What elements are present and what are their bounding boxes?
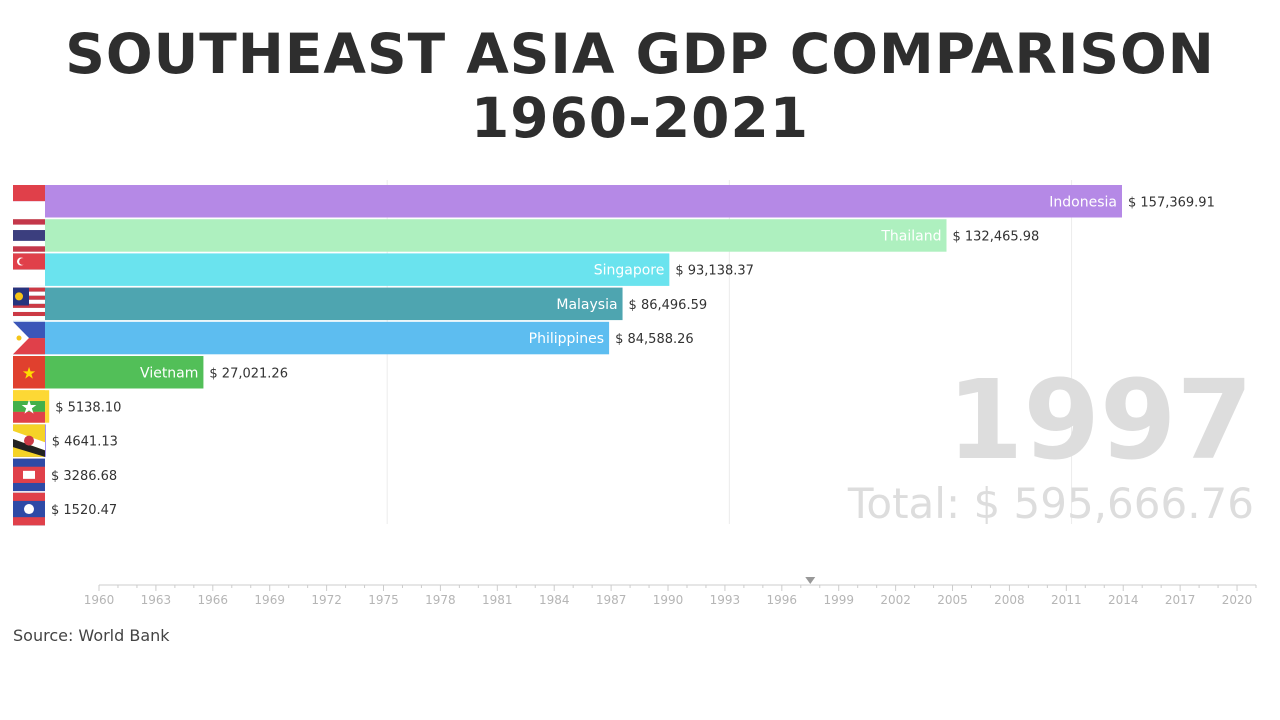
bar-value-label: $ 84,588.26 xyxy=(615,332,694,347)
bar-value-label: $ 5138.10 xyxy=(55,400,121,415)
bar-row: Malaysia $ 86,496.59 xyxy=(13,287,708,321)
singapore-flag-icon xyxy=(13,253,45,286)
malaysia-flag-icon xyxy=(13,287,45,321)
timeline-tick-label: 2020 xyxy=(1222,593,1253,607)
bar-value-label: $ 86,496.59 xyxy=(629,298,708,313)
timeline-tick-label: 1993 xyxy=(710,593,741,607)
bar-row: Thailand $ 132,465.98 xyxy=(13,219,1039,252)
bar-value-label: $ 4641.13 xyxy=(52,435,118,450)
bar-value-label: $ 3286.68 xyxy=(51,469,117,484)
timeline-tick-label: 2008 xyxy=(994,593,1025,607)
bar-country-label: Thailand xyxy=(880,228,941,244)
timeline-handle[interactable] xyxy=(805,577,816,584)
laos-flag-icon xyxy=(13,492,45,526)
bar-row: s$ 1520.47 xyxy=(13,492,117,526)
svg-text:★: ★ xyxy=(20,396,37,418)
bar-row: Vietnam ★ $ 27,021.26 xyxy=(13,356,288,389)
timeline-tick-label: 1975 xyxy=(368,593,399,607)
bar-row: lam$ 4641.13 xyxy=(13,424,118,457)
page-title: SOUTHEAST ASIA GDP COMPARISON 1960-2021 xyxy=(65,22,1215,150)
philippines-flag-icon xyxy=(13,321,45,355)
timeline-tick-label: 1981 xyxy=(482,593,513,607)
vietnam-flag-icon: ★ xyxy=(13,356,45,389)
bar-value-label: $ 1520.47 xyxy=(51,503,117,518)
brunei-flag-icon xyxy=(13,424,45,457)
total-gdp: Total: $ 595,666.76 xyxy=(847,479,1254,528)
bar-row: amar★$ 5138.10 xyxy=(8,390,121,423)
thailand-flag-icon xyxy=(13,219,45,252)
timeline-tick-label: 1969 xyxy=(254,593,285,607)
bar-value-label: $ 93,138.37 xyxy=(675,264,754,279)
bar-country-label: Malaysia xyxy=(556,297,617,313)
bar-value-label: $ 27,021.26 xyxy=(209,366,288,381)
bar-value-label: $ 132,465.98 xyxy=(952,229,1039,244)
timeline-tick-label: 1996 xyxy=(767,593,798,607)
timeline-tick-label: 1978 xyxy=(425,593,456,607)
timeline-tick-label: 1963 xyxy=(141,593,172,607)
bar-row: dia$ 3286.68 xyxy=(13,458,117,492)
bar xyxy=(13,253,670,286)
timeline-tick-label: 1990 xyxy=(653,593,684,607)
bar xyxy=(13,287,623,321)
indonesia-flag-icon xyxy=(13,185,45,218)
timeline-tick-label: 2005 xyxy=(937,593,968,607)
timeline-tick-label: 1999 xyxy=(823,593,854,607)
bar xyxy=(13,321,610,355)
timeline-tick-label: 1987 xyxy=(596,593,627,607)
timeline-tick-label: 2002 xyxy=(880,593,911,607)
timeline-tick-label: 2011 xyxy=(1051,593,1082,607)
bars-group: Indonesia $ 157,369.91 Thailand $ 132,465.9… xyxy=(8,185,1215,526)
current-year: 1997 xyxy=(947,356,1253,484)
bar-value-label: $ 157,369.91 xyxy=(1128,195,1215,210)
bar xyxy=(13,185,1122,218)
bar xyxy=(13,219,947,252)
timeline-tick-label: 1960 xyxy=(84,593,115,607)
timeline-slider[interactable]: 1960 1963 1966 1969 1972 1975 1978 1981 1984 1987… xyxy=(84,577,1257,607)
bar-country-label: Philippines xyxy=(529,331,604,347)
bar-country-label: Indonesia xyxy=(1049,194,1117,210)
timeline-tick-label: 1972 xyxy=(311,593,342,607)
timeline-tick-label: 1966 xyxy=(198,593,229,607)
source-note: Source: World Bank xyxy=(13,626,170,645)
timeline-tick-label: 2017 xyxy=(1165,593,1196,607)
myanmar-flag-icon: ★ xyxy=(13,390,45,423)
timeline-tick-label: 1984 xyxy=(539,593,570,607)
svg-text:★: ★ xyxy=(22,363,36,382)
timeline-tick-label: 2014 xyxy=(1108,593,1139,607)
bar-row: Indonesia $ 157,369.91 xyxy=(13,185,1215,218)
bar-country-label: Singapore xyxy=(594,263,665,279)
bar-row: Singapore $ 93,138.37 xyxy=(13,253,754,286)
bar-row: Philippines $ 84,588.26 xyxy=(13,321,694,355)
cambodia-flag-icon xyxy=(13,458,45,492)
bar-country-label: Vietnam xyxy=(140,365,198,381)
